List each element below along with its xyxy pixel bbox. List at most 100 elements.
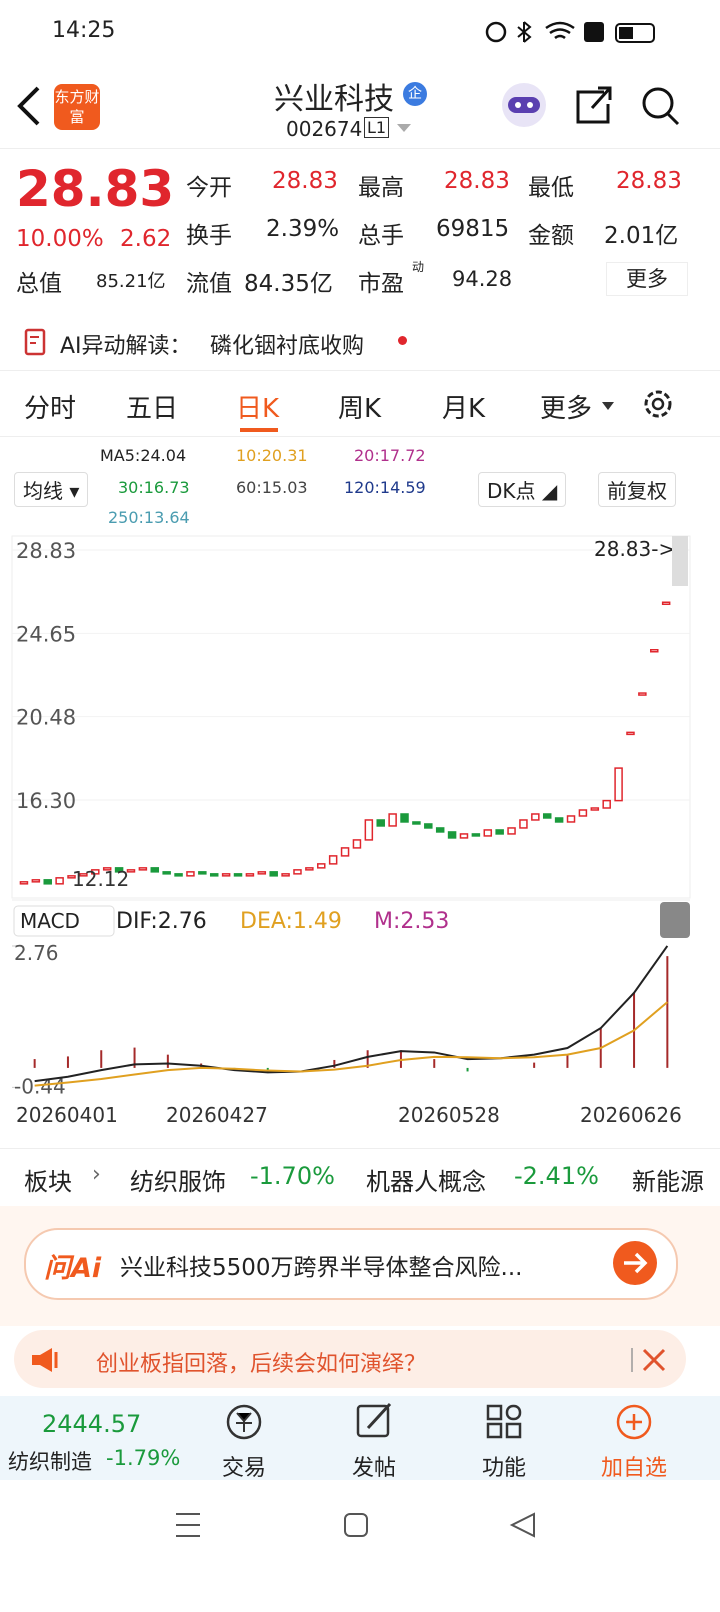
bottom-button[interactable]: 加自选	[600, 1456, 667, 1481]
field-value: 2.01亿	[604, 223, 679, 249]
tab[interactable]: 日K	[236, 394, 280, 424]
candle-body	[233, 873, 243, 877]
candle-body	[281, 873, 290, 877]
dropdown	[602, 402, 614, 410]
ma-entry: MA5:24.04	[100, 446, 187, 465]
divider	[0, 436, 720, 437]
candle-body	[114, 867, 124, 873]
bottom-button[interactable]: 发帖	[351, 1456, 396, 1481]
y-tick-label: 20.48	[16, 706, 76, 730]
candle-body	[483, 829, 493, 837]
notice-bar[interactable]	[14, 1330, 686, 1388]
y-tick-label: 16.30	[16, 789, 76, 813]
candle-body	[495, 829, 504, 835]
ask-go[interactable]	[612, 1240, 658, 1286]
candle-body	[435, 827, 445, 833]
candle-body	[186, 871, 195, 877]
sector-name[interactable]: 新能源	[632, 1168, 704, 1196]
field-label: 流值	[186, 271, 232, 297]
field-label: 今开	[186, 175, 232, 201]
status-icons	[485, 21, 655, 43]
dk-button[interactable]: DK点 ◢	[478, 472, 567, 507]
candle-body	[257, 871, 267, 875]
field-value: 2.39%	[266, 216, 340, 242]
candle-body	[352, 839, 362, 849]
candle-body	[138, 867, 148, 871]
ask-box[interactable]	[24, 1228, 678, 1300]
bottom-button[interactable]: 交易	[221, 1456, 266, 1481]
candle-body	[626, 731, 635, 736]
dot	[398, 336, 407, 345]
chevron: ›	[92, 1162, 101, 1187]
price-tag: 28.83->	[594, 537, 675, 561]
candle-body	[305, 867, 314, 871]
settings[interactable]	[640, 386, 676, 422]
candle-body	[554, 817, 564, 823]
field-label: 最低	[528, 175, 574, 201]
chart-area: 28.83 24.65 20.48 16.30 28.83-> 12.12 MACD DIF:…	[11, 535, 691, 1127]
price: 28.83	[16, 160, 175, 218]
change: 2.62	[120, 226, 172, 252]
ai-text[interactable]: 磷化铟衬底收购	[210, 334, 365, 359]
field-label: 市盈	[358, 271, 404, 297]
candle-body	[412, 821, 421, 825]
dropdown[interactable]	[396, 122, 412, 134]
field-label: 总手	[358, 223, 404, 249]
field-value: 84.35亿	[244, 271, 333, 297]
divider	[0, 148, 720, 149]
tab[interactable]: 周K	[338, 394, 382, 424]
candle-body	[221, 873, 231, 877]
field-label: 金额	[528, 223, 574, 249]
candle-body	[590, 807, 600, 811]
field-value: 85.21亿	[96, 271, 166, 292]
stock-code: 002674	[286, 117, 363, 141]
x-tick-label: 20260427	[166, 1103, 268, 1127]
sector-name[interactable]: 机器人概念	[366, 1168, 486, 1196]
field-value: 28.83	[444, 168, 510, 194]
candle-body	[447, 831, 457, 839]
bottom-button[interactable]: 功能	[481, 1456, 526, 1481]
divider	[0, 1148, 720, 1149]
candle-body	[602, 799, 611, 809]
index-value[interactable]: 2444.57	[42, 1410, 142, 1438]
candle-body	[198, 871, 207, 875]
candle-body	[31, 879, 41, 883]
more-button[interactable]: 更多	[606, 262, 688, 296]
m-label: M:2.53	[374, 909, 449, 934]
ma-entry: 20:17.72	[354, 446, 426, 465]
ma-selector[interactable]: 均线 ▾	[14, 472, 89, 507]
candle-body	[126, 869, 136, 873]
field-value: 94.28	[452, 267, 513, 291]
collapse-button	[660, 902, 690, 938]
macd-selector	[13, 905, 115, 937]
tab[interactable]: 五日	[126, 394, 179, 424]
tab[interactable]: 月K	[442, 394, 486, 424]
stock-name: 兴业科技	[274, 82, 394, 117]
ai-icon	[24, 328, 46, 356]
tab[interactable]: 更多	[540, 394, 593, 424]
candle-body	[531, 813, 540, 821]
header-icons[interactable]	[500, 80, 690, 130]
badge: 企	[403, 82, 427, 106]
candle-body	[519, 819, 528, 829]
notice-close[interactable]	[628, 1346, 668, 1374]
notice-text: 创业板指回落，后续会如何演绎？	[96, 1352, 427, 1377]
speaker	[32, 1348, 58, 1372]
tab-underline	[240, 428, 278, 432]
field-value: 28.83	[272, 168, 338, 194]
nav-bar	[176, 1512, 535, 1538]
dk-text: DK点	[487, 479, 536, 503]
app-logo[interactable]: 东方财富	[54, 84, 100, 130]
candle-body	[507, 827, 516, 835]
back-button[interactable]	[14, 84, 46, 128]
fq-button[interactable]: 前复权	[598, 472, 676, 507]
bottom-bar	[0, 1396, 720, 1480]
low-label: 12.12	[72, 867, 129, 891]
sector-change: -1.70%	[250, 1162, 335, 1190]
candle-body	[245, 873, 255, 877]
candle-body	[471, 833, 481, 837]
divider	[0, 370, 720, 371]
candle-body	[388, 813, 397, 827]
sector-name[interactable]: 纺织服饰	[130, 1168, 226, 1196]
tab[interactable]: 分时	[24, 394, 77, 424]
